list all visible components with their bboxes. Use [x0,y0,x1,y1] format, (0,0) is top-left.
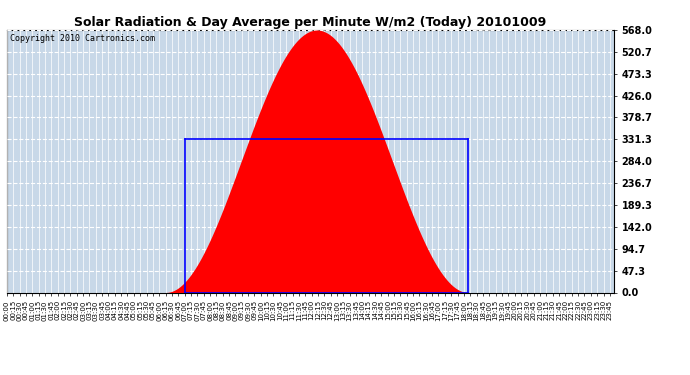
Text: Copyright 2010 Cartronics.com: Copyright 2010 Cartronics.com [10,34,155,43]
Title: Solar Radiation & Day Average per Minute W/m2 (Today) 20101009: Solar Radiation & Day Average per Minute… [75,16,546,29]
